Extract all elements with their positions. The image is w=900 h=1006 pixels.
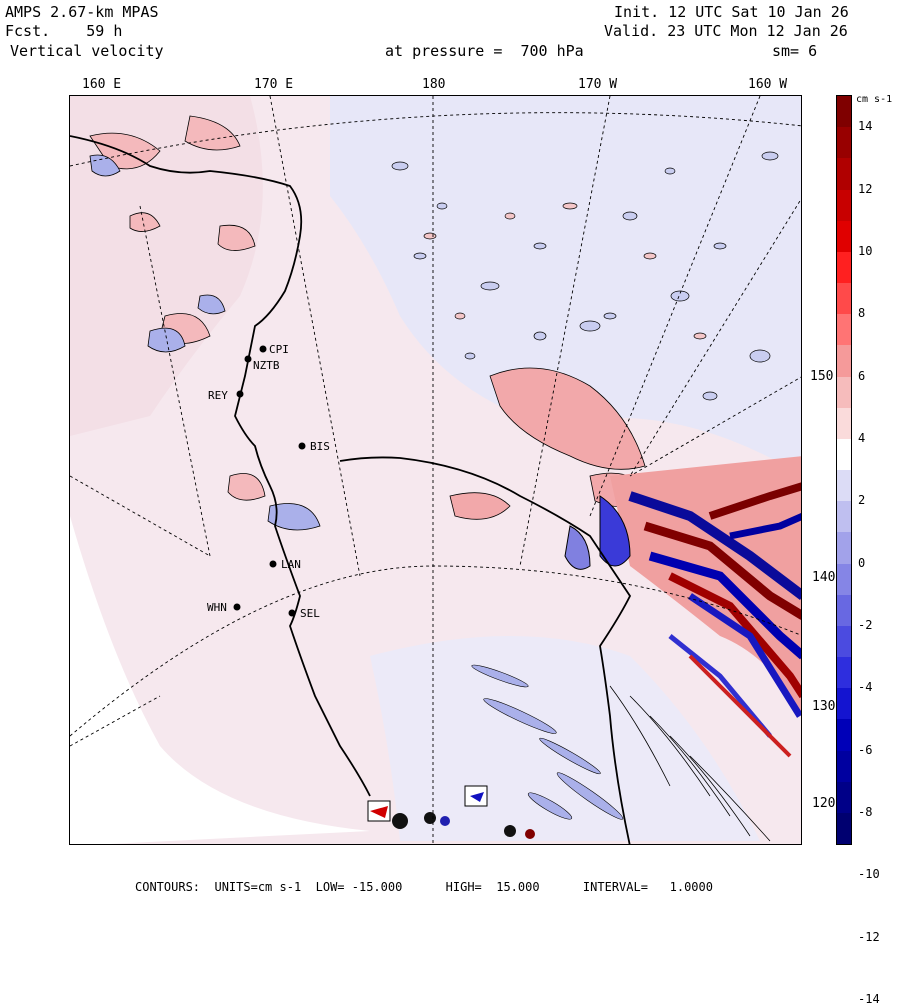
legend-tick-label: 8 (858, 306, 866, 321)
land-pink-patches (89, 115, 266, 501)
legend-units-text: cm s-1 (856, 94, 893, 105)
legend-swatch (837, 189, 851, 222)
station-label-bis: BIS (310, 440, 330, 453)
legend-swatch (837, 220, 851, 253)
forecast-label: Fcst. 59 h (5, 23, 122, 40)
land-pink-field (70, 96, 263, 436)
legend-swatch (837, 470, 851, 502)
station-label-nztb: NZTB (253, 359, 280, 372)
bottom-mountain-blobs (367, 785, 535, 839)
legend-swatch (837, 283, 851, 315)
station-label-rey: REY (208, 389, 228, 402)
legend-swatch (837, 345, 851, 377)
valid-time: Valid. 23 UTC Mon 12 Jan 26 (604, 22, 848, 40)
station-label-sel: SEL (300, 607, 320, 620)
legend-swatch (837, 657, 851, 689)
legend-units: cm s-1 (856, 94, 892, 105)
lon-label-170w: 170 W (578, 77, 618, 92)
station-marker-rey[interactable] (236, 390, 244, 398)
coastline (70, 135, 632, 844)
legend-swatch (837, 812, 851, 845)
legend-tick-label: -4 (858, 680, 873, 695)
station-marker-bis[interactable] (298, 442, 306, 450)
init-time: Init. 12 UTC Sat 10 Jan 26 (614, 3, 849, 21)
legend-swatch (837, 127, 851, 159)
legend-swatch (837, 563, 851, 596)
legend-swatch (837, 314, 851, 346)
legend-tick-label: 10 (858, 243, 873, 258)
graticule (70, 96, 801, 844)
station-marker-whn[interactable] (233, 603, 241, 611)
station-label-whn: WHN (207, 601, 227, 614)
station-marker-nztb[interactable] (244, 355, 252, 363)
lon-label-160w: 160 W (748, 77, 788, 92)
legend-swatch (837, 376, 851, 409)
legend-swatch (837, 532, 851, 564)
legend-tick-label: 2 (858, 493, 866, 508)
legend-tick-label: 14 (858, 119, 873, 134)
field-name: Vertical velocity (10, 42, 164, 60)
smoothing: sm= 6 (772, 42, 818, 60)
legend-swatch (837, 625, 851, 658)
contour-info: CONTOURS: UNITS=cm s-1 LOW= -15.000 HIGH… (135, 880, 713, 894)
color-legend (836, 95, 852, 845)
legend-swatch (837, 251, 851, 284)
pressure-level: at pressure = 700 hPa (385, 42, 584, 60)
legend-tick-label: -10 (858, 867, 880, 882)
legend-tick-label: -6 (858, 742, 873, 757)
station-label-lan: LAN (281, 558, 301, 571)
model-title: AMPS 2.67-km MPAS (5, 3, 159, 21)
land-blue-patches (89, 154, 321, 531)
legend-tick-label: -14 (858, 991, 880, 1006)
legend-tick-label: 0 (858, 555, 866, 570)
legend-tick-label: -2 (858, 617, 873, 632)
legend-tick-label: 12 (858, 181, 873, 196)
map-canvas: CPI NZTB REY BIS LAN WHN SEL (70, 96, 801, 844)
legend-swatch (837, 719, 851, 751)
stations-layer: CPI NZTB REY BIS LAN WHN SEL (207, 343, 330, 620)
legend-tick-label: 6 (858, 368, 866, 383)
legend-swatch (837, 781, 851, 814)
lon-label-180: 180 (422, 77, 446, 92)
legend-tick-label: -12 (858, 929, 880, 944)
southeast-ripples (609, 685, 771, 842)
legend-swatch (837, 407, 851, 440)
lon-label-170e: 170 E (254, 77, 294, 92)
legend-swatch (837, 750, 851, 783)
lon-label-160e: 160 E (82, 77, 122, 92)
station-label-cpi: CPI (269, 343, 289, 356)
legend-swatch (837, 96, 851, 128)
legend-tick-label: 4 (858, 430, 866, 445)
station-marker-lan[interactable] (269, 560, 277, 568)
intense-gravity-waves (564, 456, 801, 758)
legend-swatch (837, 438, 851, 471)
fcst-value: 59 h (86, 22, 123, 40)
southeast-blue-streaks (471, 664, 624, 820)
vertical-velocity-map: CPI NZTB REY BIS LAN WHN SEL (69, 95, 802, 845)
ocean-patches (391, 151, 779, 401)
legend-swatch (837, 501, 851, 533)
fcst-label: Fcst. (5, 22, 51, 40)
legend-tick-label: -8 (858, 804, 873, 819)
station-marker-cpi[interactable] (259, 345, 267, 353)
legend-swatch (837, 688, 851, 720)
ice-shelf-white (70, 516, 370, 844)
legend-swatch (837, 594, 851, 627)
legend-swatch (837, 158, 851, 190)
ocean-blue-field (330, 96, 801, 475)
station-marker-sel[interactable] (288, 609, 296, 617)
